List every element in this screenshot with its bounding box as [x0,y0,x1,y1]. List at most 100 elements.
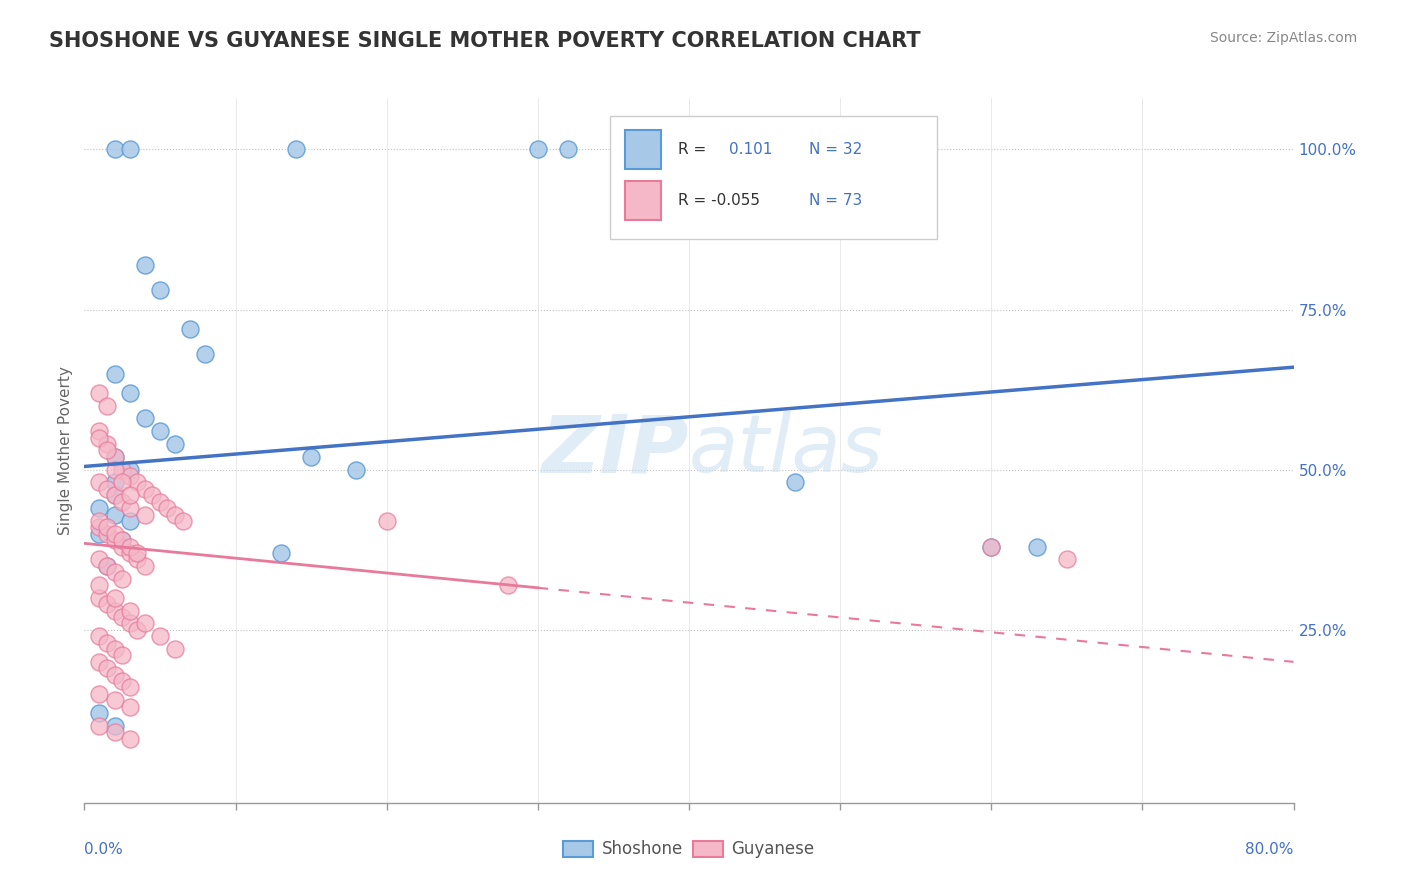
Point [96,558,118,573]
Point [299,450,322,464]
Point [134,258,156,272]
Point [118,463,141,477]
Point [89,514,111,528]
Point [134,482,156,496]
Point [89,385,111,400]
Point [270,546,292,560]
FancyBboxPatch shape [610,116,936,239]
Point [104,526,127,541]
Point [127,552,149,566]
Text: 80.0%: 80.0% [1246,842,1294,856]
Point [149,629,172,643]
Point [96,437,118,451]
Point [165,508,187,522]
Text: 0.0%: 0.0% [84,842,124,856]
Point [104,488,127,502]
Point [285,142,308,156]
Point [89,424,111,438]
Point [127,623,149,637]
Point [104,142,127,156]
Point [89,629,111,643]
Text: N = 73: N = 73 [808,194,862,208]
Point [104,488,127,502]
Point [118,142,141,156]
Point [104,533,127,548]
Point [89,687,111,701]
Point [89,526,111,541]
Point [149,424,172,438]
Point [111,494,134,508]
Point [104,667,127,681]
Point [1056,552,1078,566]
Point [127,475,149,490]
Point [118,501,141,516]
Point [96,526,118,541]
Point [111,475,134,490]
Point [104,719,127,733]
Point [194,347,217,361]
Point [96,482,118,496]
Point [127,546,149,560]
Point [104,508,127,522]
Point [111,463,134,477]
Point [96,443,118,458]
Text: ZIP: ZIP [541,411,689,490]
Point [89,475,111,490]
Point [104,367,127,381]
Point [557,142,579,156]
Point [118,604,141,618]
Point [111,648,134,663]
Point [89,552,111,566]
Point [134,558,156,573]
Text: SHOSHONE VS GUYANESE SINGLE MOTHER POVERTY CORRELATION CHART: SHOSHONE VS GUYANESE SINGLE MOTHER POVER… [49,31,921,51]
Point [527,142,550,156]
Point [118,731,141,746]
Point [118,681,141,695]
Point [104,463,127,477]
Point [96,558,118,573]
Point [89,501,111,516]
Point [89,706,111,720]
Point [179,322,201,336]
Point [375,514,398,528]
Point [783,475,806,490]
Point [118,540,141,554]
Point [118,616,141,631]
Point [111,610,134,624]
Text: N = 32: N = 32 [808,142,862,157]
Point [118,699,141,714]
Y-axis label: Single Mother Poverty: Single Mother Poverty [58,366,73,535]
Point [89,719,111,733]
Point [134,411,156,425]
Point [980,540,1002,554]
Point [104,725,127,739]
Point [111,540,134,554]
Legend: Shoshone, Guyanese: Shoshone, Guyanese [557,834,821,865]
Point [134,508,156,522]
Text: R =: R = [678,142,706,157]
Point [96,597,118,611]
Point [141,488,163,502]
Point [96,661,118,675]
Point [104,565,127,579]
Point [104,450,127,464]
Point [118,488,141,502]
Text: R = -0.055: R = -0.055 [678,194,761,208]
Text: atlas: atlas [689,411,884,490]
Point [104,591,127,605]
Point [149,283,172,297]
Point [96,520,118,534]
Point [134,616,156,631]
Text: 0.101: 0.101 [728,142,772,157]
Point [96,635,118,649]
Point [89,578,111,592]
Point [89,591,111,605]
Point [149,494,172,508]
Point [111,533,134,548]
Point [118,546,141,560]
FancyBboxPatch shape [624,130,661,169]
Point [104,642,127,657]
Point [980,540,1002,554]
Point [89,655,111,669]
Point [104,604,127,618]
